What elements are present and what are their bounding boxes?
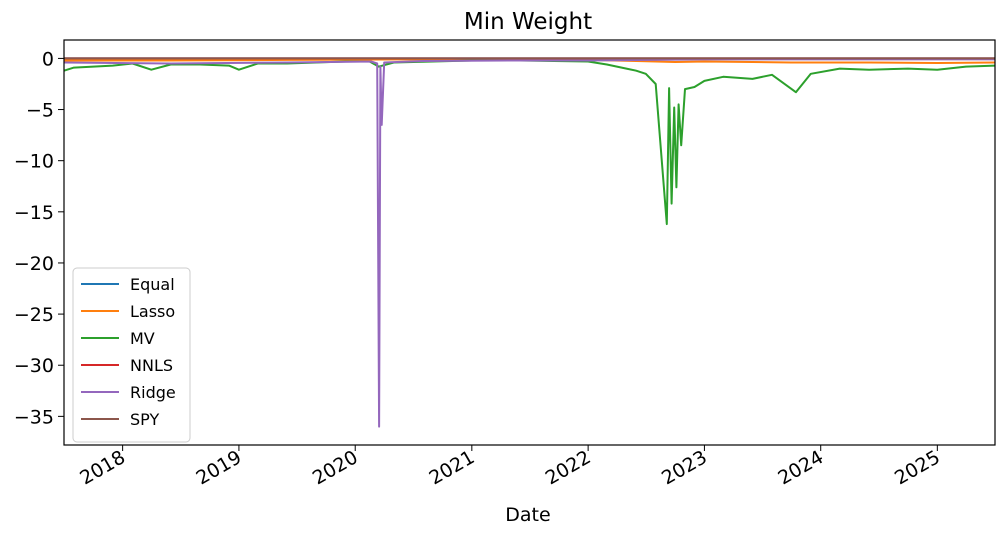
chart-title: Min Weight [464, 9, 592, 35]
x-axis: 2018 2019 2020 2021 2022 2023 2024 2025 [76, 445, 944, 490]
x-tick-label: 2023 [658, 446, 711, 489]
legend-label-spy: SPY [130, 410, 159, 429]
legend-label-lasso: Lasso [130, 302, 175, 321]
legend-label-mv: MV [130, 329, 155, 348]
x-tick-label: 2019 [193, 446, 246, 489]
y-axis: 0 −5 −10 −15 −20 −25 −30 −35 [14, 48, 64, 428]
x-tick-label: 2025 [891, 446, 944, 489]
plot-area [63, 57, 996, 428]
series-line-ridge [63, 58, 995, 428]
x-axis-label: Date [505, 504, 550, 526]
series-line-mv [63, 59, 996, 226]
y-tick-label: 0 [42, 48, 54, 70]
y-tick-label: −5 [26, 100, 54, 122]
x-tick-label: 2022 [542, 446, 595, 489]
y-tick-label: −25 [14, 304, 54, 326]
plot-frame [63, 39, 996, 446]
y-tick-label: −20 [14, 253, 54, 275]
x-tick-label: 2018 [76, 446, 129, 489]
series-line-lasso [64, 58, 996, 64]
y-tick-label: −35 [14, 406, 54, 428]
legend-label-nnls: NNLS [130, 356, 173, 375]
y-tick-label: −30 [14, 355, 54, 377]
legend-label-equal: Equal [130, 275, 175, 294]
legend: Equal Lasso MV NNLS Ridge SPY [72, 267, 191, 443]
y-tick-label: −10 [14, 151, 54, 173]
x-tick-label: 2024 [774, 446, 827, 489]
legend-label-ridge: Ridge [130, 383, 176, 402]
x-tick-label: 2021 [425, 446, 478, 489]
x-tick-label: 2020 [309, 446, 362, 489]
y-tick-label: −15 [14, 202, 54, 224]
